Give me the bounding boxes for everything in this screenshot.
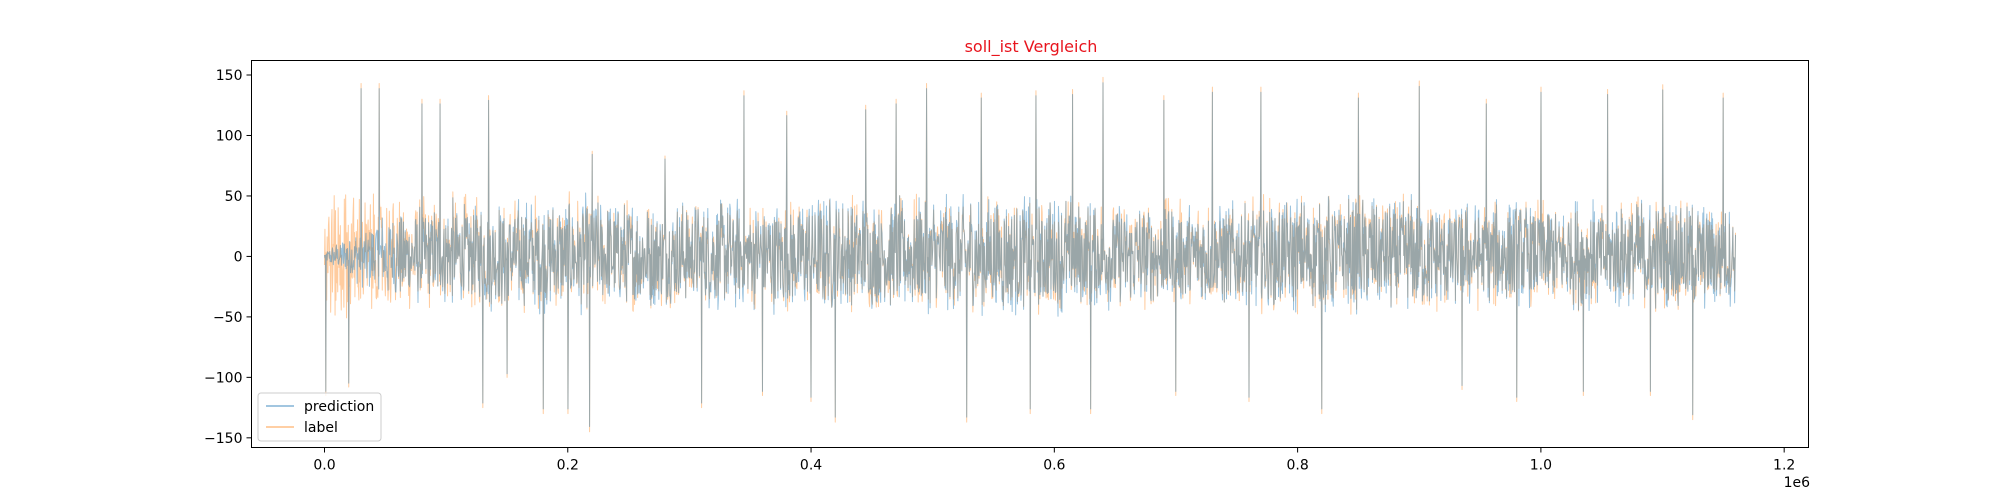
- x-tick-label: 1.2: [1773, 458, 1795, 474]
- y-tick-label: 150: [216, 68, 243, 84]
- legend-label-prediction: prediction: [304, 399, 374, 415]
- y-tick-label: −150: [204, 431, 242, 447]
- x-tick-label: 1.0: [1530, 458, 1552, 474]
- y-tick-label: 0: [234, 249, 243, 265]
- x-tick-label: 0.6: [1043, 458, 1065, 474]
- series-line-label: [323, 76, 1737, 433]
- x-tick-label: 0.2: [557, 458, 579, 474]
- legend: prediction label: [257, 392, 382, 442]
- y-tick-label: −100: [204, 370, 242, 386]
- x-tick-label: 0.0: [313, 458, 335, 474]
- y-tick-label: −50: [213, 310, 243, 326]
- chart-title: soll_ist Vergleich: [965, 37, 1098, 57]
- legend-label-label: label: [304, 420, 338, 436]
- y-tick-label: 100: [216, 128, 243, 144]
- legend-box: [257, 392, 382, 442]
- plot-area: [323, 76, 1737, 433]
- series-line-prediction: [323, 82, 1737, 428]
- plot-frame: [251, 60, 1809, 448]
- y-tick-label: 50: [225, 189, 243, 205]
- x-tick-label: 0.4: [800, 458, 822, 474]
- x-tick-label: 0.8: [1286, 458, 1308, 474]
- x-axis-offset-label: 1e6: [1784, 475, 1811, 491]
- x-axis: 0.0 0.2 0.4 0.6 0.8 1.0 1.2: [313, 447, 1795, 474]
- y-axis: 150 100 50 0 −50 −100 −150: [204, 68, 252, 447]
